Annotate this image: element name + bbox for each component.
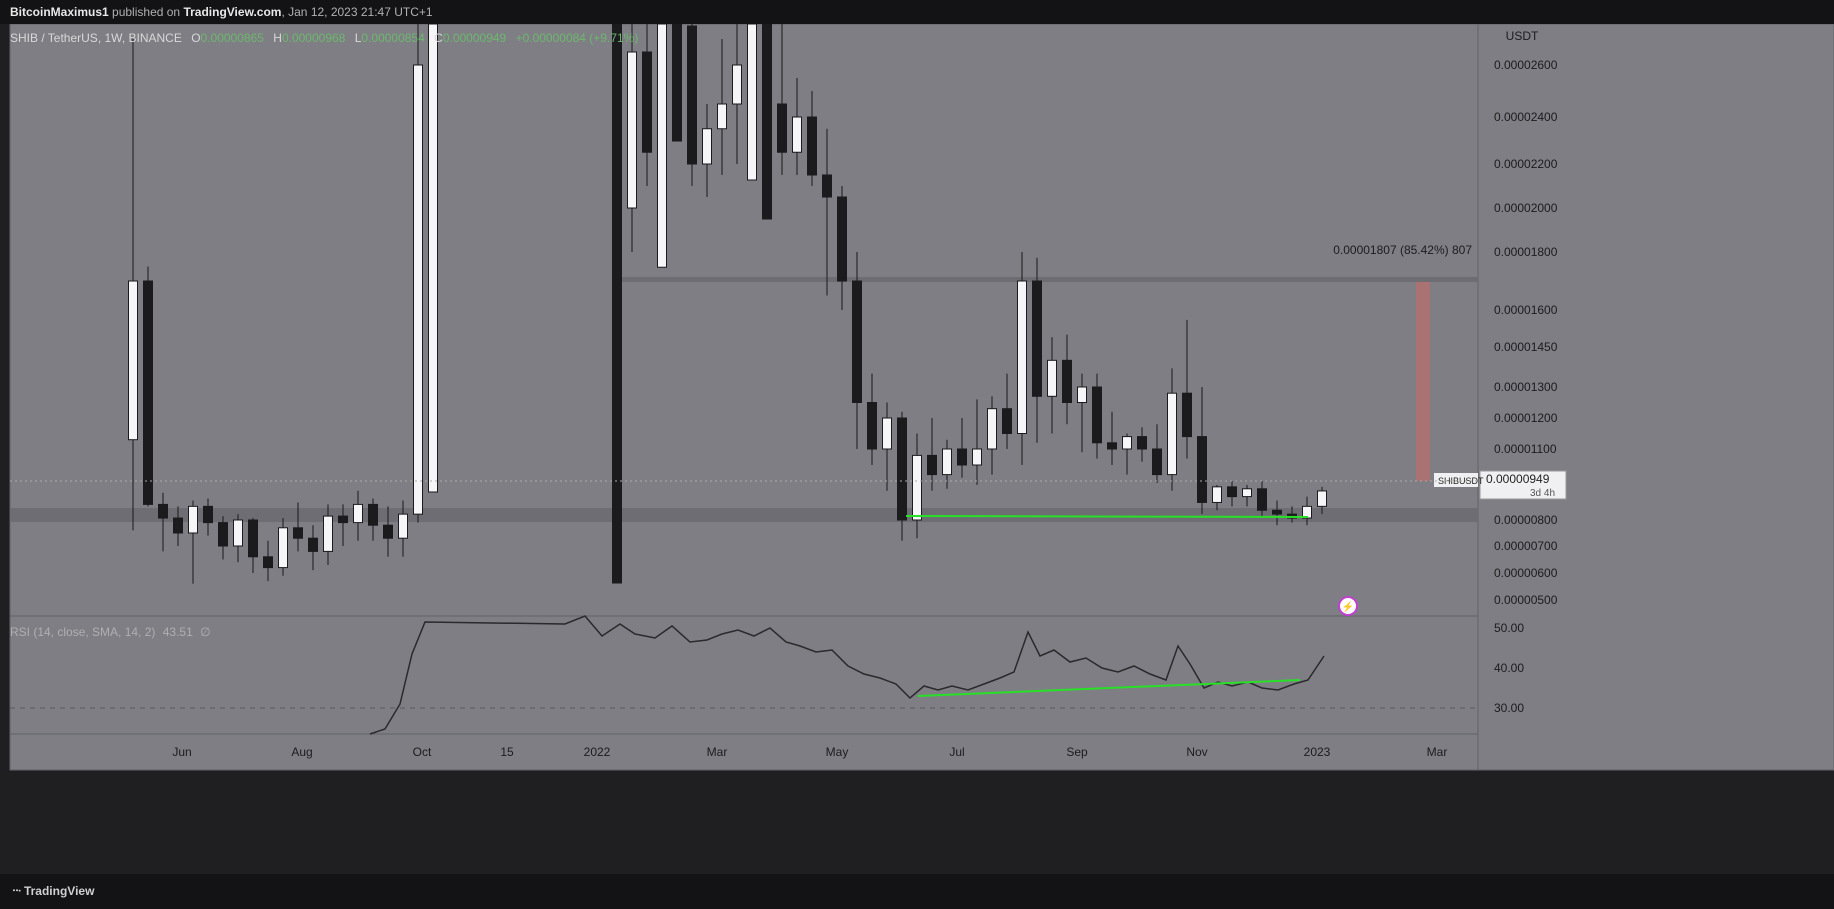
rsi-value: 43.51 (163, 625, 193, 639)
svg-text:2022: 2022 (584, 745, 611, 759)
svg-text:0.00000600: 0.00000600 (1494, 566, 1558, 580)
svg-text:0.00002200: 0.00002200 (1494, 157, 1558, 171)
svg-text:0.00002600: 0.00002600 (1494, 58, 1558, 72)
svg-text:Aug: Aug (291, 745, 312, 759)
ohlc-high: 0.00000968 (282, 31, 345, 45)
svg-text:USDT: USDT (1506, 29, 1539, 43)
svg-text:50.00: 50.00 (1494, 621, 1524, 635)
ohlc-open: 0.00000865 (201, 31, 264, 45)
svg-text:0.00001200: 0.00001200 (1494, 411, 1558, 425)
symbol-name: SHIB / TetherUS, 1W, BINANCE (10, 31, 182, 45)
svg-text:0.00001600: 0.00001600 (1494, 303, 1558, 317)
svg-text:3d 4h: 3d 4h (1530, 488, 1555, 499)
svg-text:Mar: Mar (1427, 745, 1448, 759)
svg-text:0.00001100: 0.00001100 (1494, 442, 1557, 456)
ohlc-change: +0.00000084 (+9.71%) (516, 31, 639, 45)
svg-text:⚡: ⚡ (1342, 600, 1354, 613)
svg-text:Jun: Jun (172, 745, 191, 759)
svg-text:0.00000700: 0.00000700 (1494, 539, 1558, 553)
svg-text:0.00001800: 0.00001800 (1494, 245, 1558, 259)
svg-text:0.00000800: 0.00000800 (1494, 513, 1558, 527)
rsi-legend: RSI (14, close, SMA, 14, 2) 43.51 ∅ (10, 625, 211, 639)
ohlc-low: 0.00000854 (361, 31, 424, 45)
svg-text:May: May (826, 745, 849, 759)
publish-user: BitcoinMaximus1 (10, 5, 109, 19)
svg-text:2023: 2023 (1304, 745, 1331, 759)
publish-site: TradingView.com (183, 5, 281, 19)
svg-text:Jul: Jul (949, 745, 964, 759)
svg-text:Mar: Mar (707, 745, 728, 759)
chart-canvas[interactable]: 0.00001807 (85.42%) 807 USDT 0.00002600 0.0… (0, 24, 1834, 874)
svg-text:40.00: 40.00 (1494, 661, 1524, 675)
svg-text:Oct: Oct (413, 745, 432, 759)
svg-text:0.00001807 (85.42%) 807: 0.00001807 (85.42%) 807 (1333, 243, 1472, 257)
svg-text:Nov: Nov (1186, 745, 1207, 759)
svg-text:0.00002400: 0.00002400 (1494, 110, 1558, 124)
ohlc-close: 0.00000949 (443, 31, 506, 45)
footer-watermark: ᠃ᐧTradingView (0, 874, 1834, 909)
svg-text:0.00000500: 0.00000500 (1494, 593, 1558, 607)
svg-text:30.00: 30.00 (1494, 701, 1524, 715)
publish-header: BitcoinMaximus1 published on TradingView… (0, 0, 1834, 24)
svg-text:15: 15 (500, 745, 514, 759)
svg-text:0.00001300: 0.00001300 (1494, 380, 1558, 394)
svg-text:0.00001450: 0.00001450 (1494, 340, 1558, 354)
svg-text:0.00002000: 0.00002000 (1494, 201, 1558, 215)
svg-text:0.00000949: 0.00000949 (1486, 472, 1550, 486)
svg-text:Sep: Sep (1066, 745, 1088, 759)
symbol-legend: SHIB / TetherUS, 1W, BINANCE O0.00000865… (10, 31, 638, 45)
